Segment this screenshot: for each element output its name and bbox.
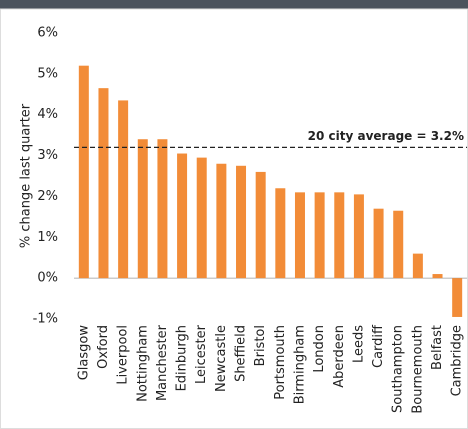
- bar: [373, 208, 384, 279]
- y-tick-label: 2%: [37, 189, 58, 204]
- x-tick-label: Newcastle: [214, 325, 229, 392]
- bar: [452, 278, 463, 317]
- bar: [137, 139, 148, 279]
- header-bar: [0, 0, 468, 9]
- x-tick-label: Belfast: [430, 325, 445, 370]
- bar: [314, 192, 325, 279]
- bar: [393, 210, 404, 279]
- bar: [236, 165, 247, 279]
- bar: [78, 65, 89, 279]
- y-tick-label: 6%: [37, 26, 58, 41]
- bar: [255, 171, 266, 279]
- bar: [412, 253, 423, 279]
- average-label: 20 city average = 3.2%: [308, 129, 464, 143]
- bar: [177, 153, 188, 279]
- x-tick-label: Leicester: [194, 324, 209, 384]
- x-tick-label: Manchester: [155, 324, 170, 401]
- x-tick-label: Birmingham: [292, 325, 307, 404]
- y-tick-label: -1%: [33, 312, 58, 327]
- x-tick-label: Cardiff: [371, 324, 386, 368]
- x-tick-label: Sheffield: [234, 325, 249, 382]
- x-tick-label: Southampton: [391, 325, 406, 413]
- x-tick-label: Bournemouth: [410, 325, 425, 414]
- x-tick-label: Bristol: [253, 325, 268, 366]
- x-tick-label: Glasgow: [76, 325, 91, 381]
- y-tick-label: 5%: [37, 66, 58, 81]
- x-tick-label: Leeds: [351, 325, 366, 363]
- bar: [334, 192, 345, 279]
- bar: [157, 139, 168, 279]
- x-tick-label: Cambridge: [450, 325, 465, 396]
- x-tick-label: London: [312, 325, 327, 373]
- bar: [216, 163, 227, 279]
- bar: [196, 157, 207, 279]
- x-tick-label: Aberdeen: [332, 325, 347, 388]
- x-tick-label: Portsmouth: [273, 325, 288, 400]
- x-tick-label: Nottingham: [135, 325, 150, 402]
- x-tick-label: Edinburgh: [175, 325, 190, 391]
- bar: [432, 274, 443, 279]
- y-axis-label: % change last quarter: [19, 103, 34, 248]
- bar: [294, 192, 305, 279]
- bar: [98, 88, 109, 279]
- y-tick-label: 0%: [37, 271, 58, 286]
- bar: [118, 100, 129, 279]
- bar: [353, 194, 364, 279]
- bar: [275, 188, 286, 279]
- y-tick-label: 4%: [37, 107, 58, 122]
- y-tick-label: 1%: [37, 230, 58, 245]
- x-tick-label: Oxford: [96, 325, 111, 369]
- x-tick-label: Liverpool: [116, 325, 131, 385]
- y-tick-label: 3%: [37, 148, 58, 163]
